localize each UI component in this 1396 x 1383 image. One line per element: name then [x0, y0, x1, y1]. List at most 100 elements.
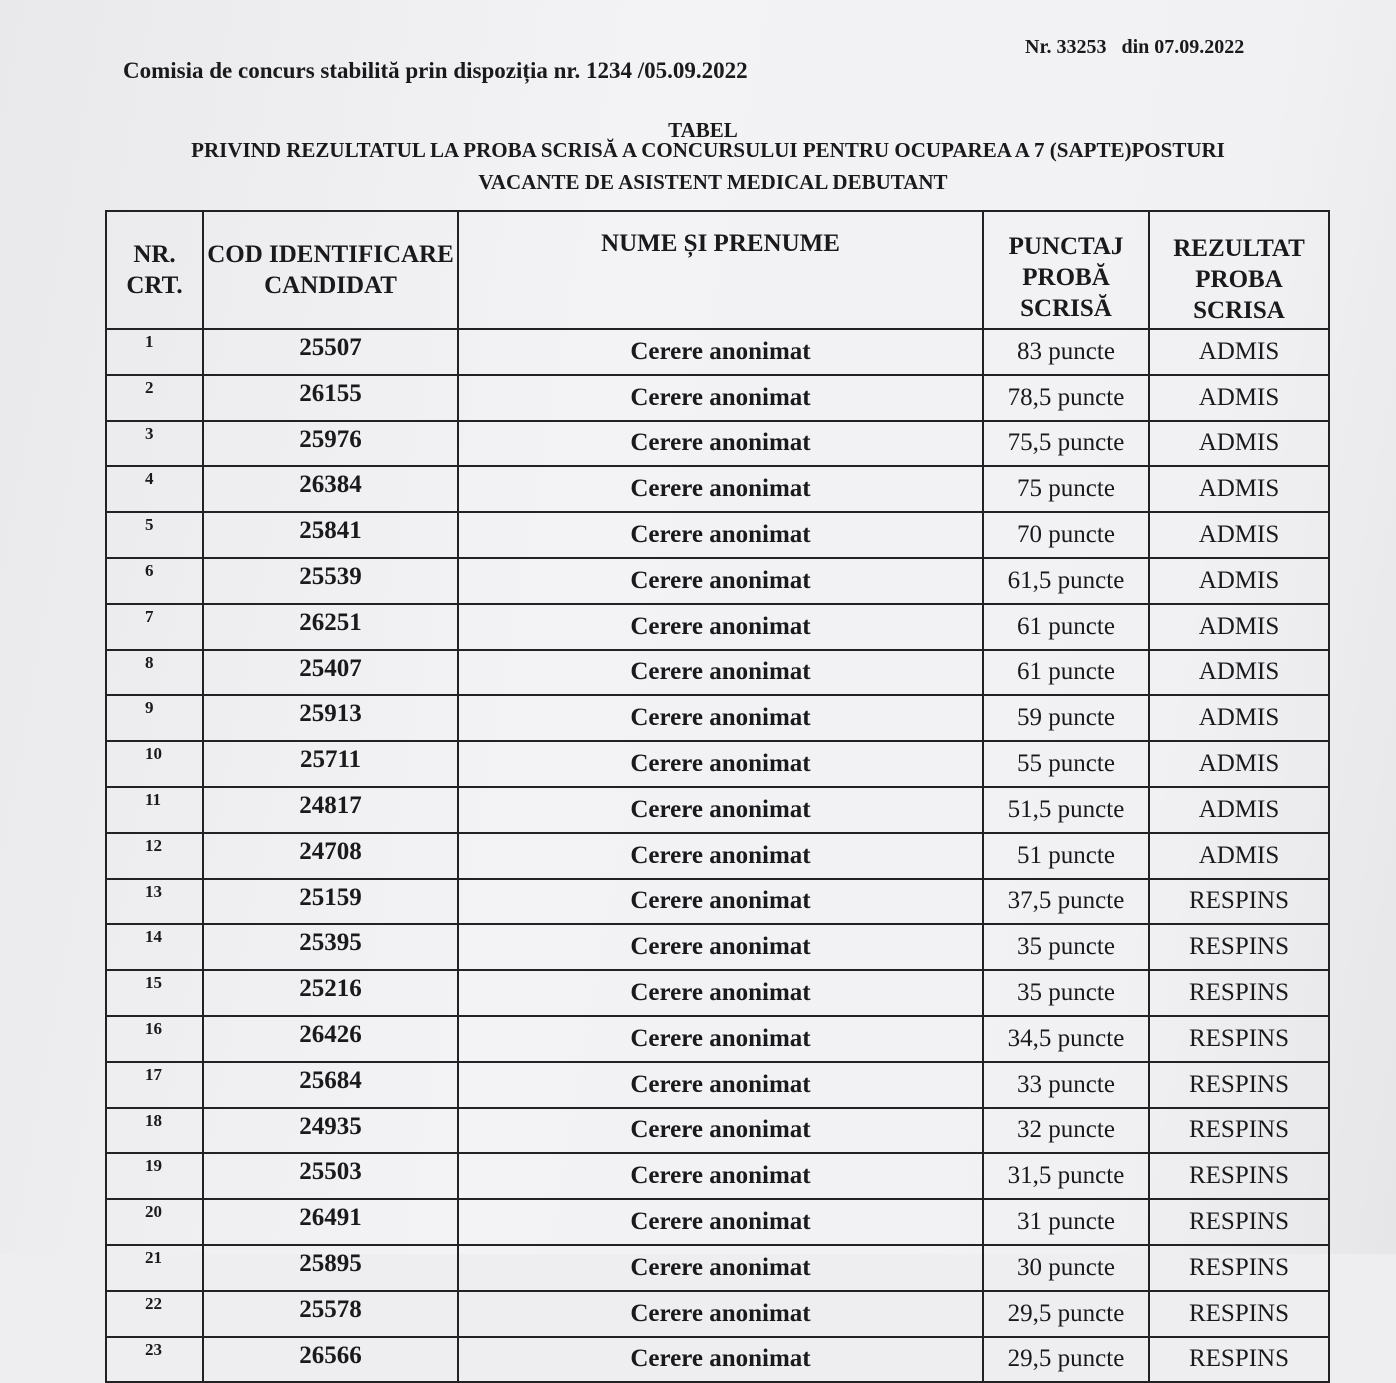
result: ADMIS: [1148, 465, 1330, 514]
row-number: 8: [105, 648, 204, 697]
result: RESPINS: [1148, 969, 1330, 1017]
row-number: 3: [105, 419, 204, 468]
table-row: 6 25539 Cerere anonimat 61,5 puncte ADMIS: [105, 556, 1330, 605]
column-header-nume: NUME ȘI PRENUME: [457, 210, 984, 330]
table-row: 19 25503 Cerere anonimat 31,5 puncte RESPINS: [105, 1152, 1330, 1201]
score: 34,5 puncte: [982, 1014, 1150, 1063]
result: RESPINS: [1148, 923, 1330, 972]
table-row: 15 25216 Cerere anonimat 35 puncte RESPINS: [105, 969, 1330, 1017]
document-subtitle-line1: PRIVIND REZULTATUL LA PROBA SCRISĂ A CON…: [191, 138, 1225, 162]
row-number: 12: [105, 831, 204, 880]
candidate-name: Cerere anonimat: [457, 511, 984, 559]
row-number: 11: [105, 785, 204, 834]
result: RESPINS: [1148, 1335, 1330, 1383]
result: ADMIS: [1148, 740, 1330, 788]
score: 75 puncte: [982, 465, 1150, 514]
table-row: 9 25913 Cerere anonimat 59 puncte ADMIS: [105, 694, 1330, 743]
result: ADMIS: [1148, 419, 1330, 468]
result: RESPINS: [1148, 1198, 1330, 1246]
candidate-code: 25216: [202, 969, 459, 1017]
row-number: 9: [105, 694, 204, 743]
result: RESPINS: [1148, 1152, 1330, 1201]
row-number: 23: [105, 1335, 204, 1383]
candidate-name: Cerere anonimat: [457, 831, 984, 880]
score: 83 puncte: [982, 328, 1150, 376]
result: ADMIS: [1148, 785, 1330, 834]
score: 29,5 puncte: [982, 1335, 1150, 1383]
score: 70 puncte: [982, 511, 1150, 559]
row-number: 2: [105, 373, 204, 422]
table-row: 21 25895 Cerere anonimat 30 puncte RESPINS: [105, 1243, 1330, 1292]
candidate-code: 25539: [202, 556, 459, 605]
table-row: 2 26155 Cerere anonimat 78,5 puncte ADMIS: [105, 373, 1330, 422]
candidate-name: Cerere anonimat: [457, 969, 984, 1017]
candidate-name: Cerere anonimat: [457, 465, 984, 514]
table-row: 4 26384 Cerere anonimat 75 puncte ADMIS: [105, 465, 1330, 514]
row-number: 19: [105, 1152, 204, 1201]
row-number: 15: [105, 969, 204, 1017]
score: 59 puncte: [982, 694, 1150, 743]
column-header-cod: COD IDENTIFICARE CANDIDAT: [202, 210, 459, 330]
candidate-name: Cerere anonimat: [457, 556, 984, 605]
row-number: 17: [105, 1060, 204, 1109]
score: 31 puncte: [982, 1198, 1150, 1246]
candidate-code: 25578: [202, 1289, 459, 1338]
document-title: TABEL: [668, 118, 738, 142]
row-number: 14: [105, 923, 204, 972]
candidate-name: Cerere anonimat: [457, 740, 984, 788]
candidate-code: 25503: [202, 1152, 459, 1201]
candidate-code: 26155: [202, 373, 459, 422]
candidate-code: 26251: [202, 602, 459, 651]
candidate-code: 25976: [202, 419, 459, 468]
table-row: 23 26566 Cerere anonimat 29,5 puncte RESPINS: [105, 1335, 1330, 1383]
row-number: 22: [105, 1289, 204, 1338]
column-header-nr: NR. CRT.: [105, 210, 204, 330]
row-number: 1: [105, 328, 204, 376]
candidate-code: 25395: [202, 923, 459, 972]
result: ADMIS: [1148, 694, 1330, 743]
row-number: 21: [105, 1243, 204, 1292]
table-row: 17 25684 Cerere anonimat 33 puncte RESPINS: [105, 1060, 1330, 1109]
candidate-code: 25711: [202, 740, 459, 788]
table-row: 22 25578 Cerere anonimat 29,5 puncte RESPINS: [105, 1289, 1330, 1338]
result: RESPINS: [1148, 1106, 1330, 1155]
candidate-code: 25913: [202, 694, 459, 743]
candidate-name: Cerere anonimat: [457, 648, 984, 697]
score: 30 puncte: [982, 1243, 1150, 1292]
table-header-row: NR. CRT. COD IDENTIFICARE CANDIDAT NUME …: [105, 210, 1330, 330]
column-header-punctaj: PUNCTAJ PROBĂ SCRISĂ: [982, 210, 1150, 330]
table-row: 7 26251 Cerere anonimat 61 puncte ADMIS: [105, 602, 1330, 651]
table-row: 13 25159 Cerere anonimat 37,5 puncte RESPINS: [105, 877, 1330, 926]
result: RESPINS: [1148, 1014, 1330, 1063]
row-number: 10: [105, 740, 204, 788]
candidate-code: 24817: [202, 785, 459, 834]
candidate-name: Cerere anonimat: [457, 1060, 984, 1109]
row-number: 18: [105, 1106, 204, 1155]
score: 61,5 puncte: [982, 556, 1150, 605]
candidate-name: Cerere anonimat: [457, 1289, 984, 1338]
candidate-code: 26566: [202, 1335, 459, 1383]
score: 75,5 puncte: [982, 419, 1150, 468]
candidate-code: 25841: [202, 511, 459, 559]
candidate-name: Cerere anonimat: [457, 1152, 984, 1201]
score: 61 puncte: [982, 602, 1150, 651]
candidate-code: 25895: [202, 1243, 459, 1292]
result: RESPINS: [1148, 1289, 1330, 1338]
row-number: 6: [105, 556, 204, 605]
score: 51 puncte: [982, 831, 1150, 880]
candidate-name: Cerere anonimat: [457, 1106, 984, 1155]
score: 55 puncte: [982, 740, 1150, 788]
candidate-code: 26384: [202, 465, 459, 514]
result: ADMIS: [1148, 648, 1330, 697]
document-number: Nr. 33253 din 07.09.2022: [1025, 36, 1245, 58]
score: 51,5 puncte: [982, 785, 1150, 834]
score: 35 puncte: [982, 969, 1150, 1017]
result: RESPINS: [1148, 1243, 1330, 1292]
candidate-name: Cerere anonimat: [457, 877, 984, 926]
candidate-name: Cerere anonimat: [457, 694, 984, 743]
score: 61 puncte: [982, 648, 1150, 697]
candidate-name: Cerere anonimat: [457, 328, 984, 376]
table-row: 12 24708 Cerere anonimat 51 puncte ADMIS: [105, 831, 1330, 880]
table-row: 5 25841 Cerere anonimat 70 puncte ADMIS: [105, 511, 1330, 559]
